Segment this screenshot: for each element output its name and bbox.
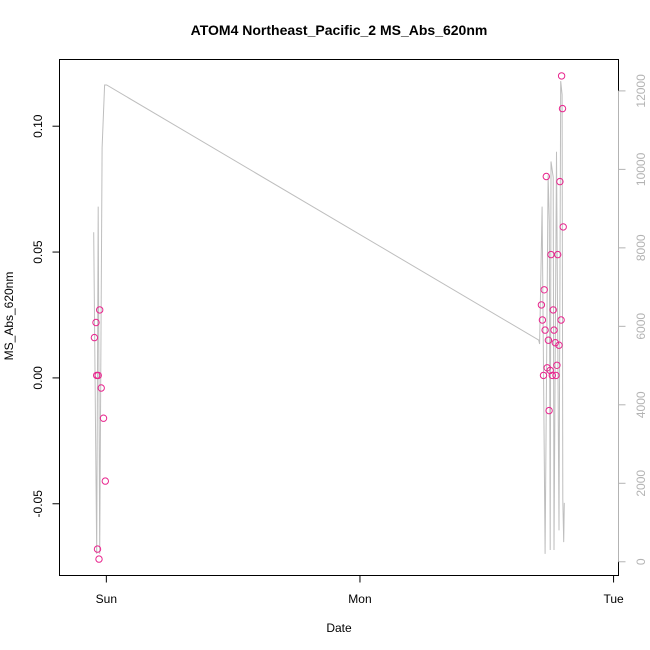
data-point <box>553 361 561 369</box>
y-tick-label: 0.05 <box>31 240 45 264</box>
y-tick-label: 0.00 <box>31 366 45 390</box>
y-tick-label: -0.05 <box>31 490 45 518</box>
data-point <box>556 177 564 186</box>
data-point <box>90 333 99 342</box>
data-point <box>95 555 103 563</box>
data-point <box>101 477 110 485</box>
chart-title: ATOM4 Northeast_Pacific_2 MS_Abs_620nm <box>191 22 488 38</box>
y-right-tick-label: 2000 <box>634 470 648 497</box>
data-point <box>557 72 566 80</box>
data-point <box>548 371 556 380</box>
y-right-tick-label: 8000 <box>634 234 648 261</box>
data-point <box>544 336 553 344</box>
data-point <box>99 414 108 422</box>
y-right-tick-label: 4000 <box>634 391 648 418</box>
data-point <box>92 318 100 327</box>
data-point <box>96 306 104 314</box>
y-right-tick-label: 6000 <box>634 313 648 340</box>
y-right-tick-label: 12000 <box>634 74 648 108</box>
data-point <box>541 326 549 334</box>
data-point <box>554 250 562 259</box>
data-point <box>542 172 550 181</box>
y-right-tick-label: 0 <box>634 558 648 565</box>
plot-area <box>90 72 567 563</box>
x-tick-label: Mon <box>348 592 371 606</box>
data-point <box>545 406 553 415</box>
data-point <box>559 223 567 231</box>
data-point <box>557 316 565 324</box>
x-axis-label: Date <box>326 621 352 635</box>
x-tick-label: Sun <box>96 592 117 606</box>
y-right-tick-label: 10000 <box>634 152 648 186</box>
data-point <box>555 341 563 349</box>
series-line <box>93 81 565 554</box>
data-point <box>93 545 102 553</box>
data-point <box>552 371 560 380</box>
data-point <box>550 326 558 334</box>
data-point <box>549 306 557 314</box>
data-point <box>97 384 105 392</box>
data-point <box>540 286 548 294</box>
data-point <box>539 371 548 380</box>
y-tick-label: 0.10 <box>31 114 45 138</box>
x-tick-label: Tue <box>603 592 624 606</box>
data-point <box>94 371 102 380</box>
axes: Sun Mon Tue -0.05 0.00 0.05 0.10 0 2000 4000 6000 8… <box>31 74 648 606</box>
data-point <box>551 339 559 347</box>
data-point <box>538 316 547 324</box>
data-point <box>537 301 546 309</box>
data-point <box>558 104 567 113</box>
data-point <box>546 366 554 375</box>
y-axis-label: MS_Abs_620nm <box>2 272 16 361</box>
